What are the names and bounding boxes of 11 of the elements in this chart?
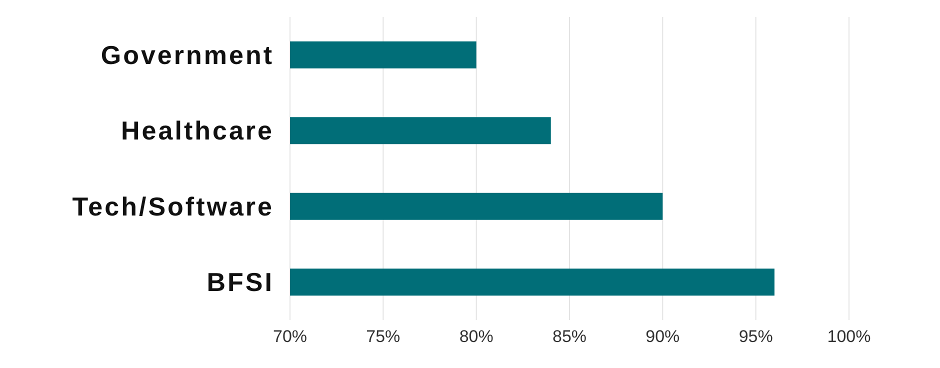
x-tick-label: 100% xyxy=(827,327,871,346)
x-tick-label: 70% xyxy=(272,327,308,346)
y-tick-label: Government xyxy=(100,40,274,70)
x-tick-label: 95% xyxy=(738,327,773,346)
x-tick-label: 85% xyxy=(552,327,587,346)
x-tick-label: 90% xyxy=(646,327,680,346)
x-tick-label: 80% xyxy=(459,327,494,346)
y-tick-label: Tech/Software xyxy=(72,191,274,222)
x-tick-label: 75% xyxy=(366,327,400,346)
y-tick-label: Healthcare xyxy=(121,116,274,146)
y-tick-label: BFSI xyxy=(206,267,274,298)
